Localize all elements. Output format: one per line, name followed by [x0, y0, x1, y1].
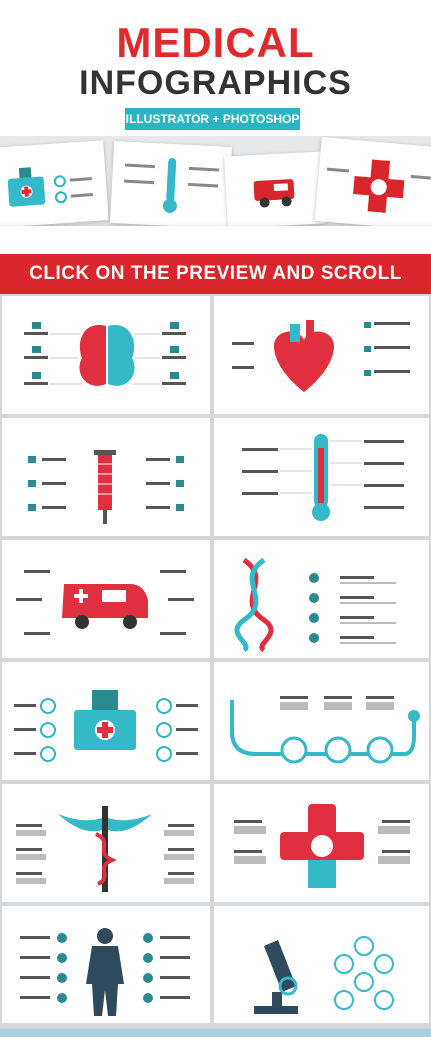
slide-syringe[interactable] [2, 418, 210, 536]
ambulance-icon [253, 179, 295, 208]
human-body-icon [20, 928, 190, 1016]
collage-slide [0, 140, 109, 228]
slides-grid [0, 294, 431, 1037]
collage-slide [314, 137, 431, 231]
collage-slide [109, 140, 233, 230]
collage-slide [0, 226, 431, 254]
microscope-icon [254, 936, 394, 1014]
heart-icon [232, 320, 410, 392]
ambulance-icon [16, 570, 194, 635]
caduceus-icon [16, 806, 194, 892]
title-line2: INFOGRAPHICS [79, 64, 352, 102]
first-aid-kit-icon [7, 167, 93, 207]
slide-stethoscope[interactable] [214, 662, 429, 780]
bottom-bar [0, 1029, 431, 1037]
slide-heart[interactable] [214, 296, 429, 414]
slide-thermometer[interactable] [214, 418, 429, 536]
slide-dna[interactable] [214, 540, 429, 658]
medical-cross-icon [326, 159, 431, 213]
slide-human-body[interactable] [2, 906, 210, 1023]
preview-collage[interactable] [0, 136, 431, 254]
brain-icon [24, 322, 186, 386]
medical-cross-icon [234, 804, 410, 888]
slide-first-aid[interactable] [2, 662, 210, 780]
slide-microscope[interactable] [214, 906, 429, 1023]
thermometer-icon [124, 158, 219, 213]
title-line1: MEDICAL [116, 19, 315, 66]
stethoscope-icon [230, 696, 420, 764]
first-aid-kit-icon [14, 690, 198, 762]
slide-caduceus[interactable] [2, 784, 210, 902]
collage-slide [224, 151, 326, 229]
thermometer-icon [242, 434, 404, 521]
header: MEDICAL INFOGRAPHICS ILLUSTRATOR + PHOTO… [0, 0, 431, 136]
slide-brain[interactable] [2, 296, 210, 414]
slide-medical-cross[interactable] [214, 784, 429, 902]
dna-icon [234, 557, 396, 653]
slide-ambulance[interactable] [2, 540, 210, 658]
software-badge: ILLUSTRATOR + PHOTOSHOP [125, 108, 300, 130]
scroll-banner: CLICK ON THE PREVIEW AND SCROLL DOWN [0, 254, 431, 324]
syringe-icon [28, 450, 184, 524]
